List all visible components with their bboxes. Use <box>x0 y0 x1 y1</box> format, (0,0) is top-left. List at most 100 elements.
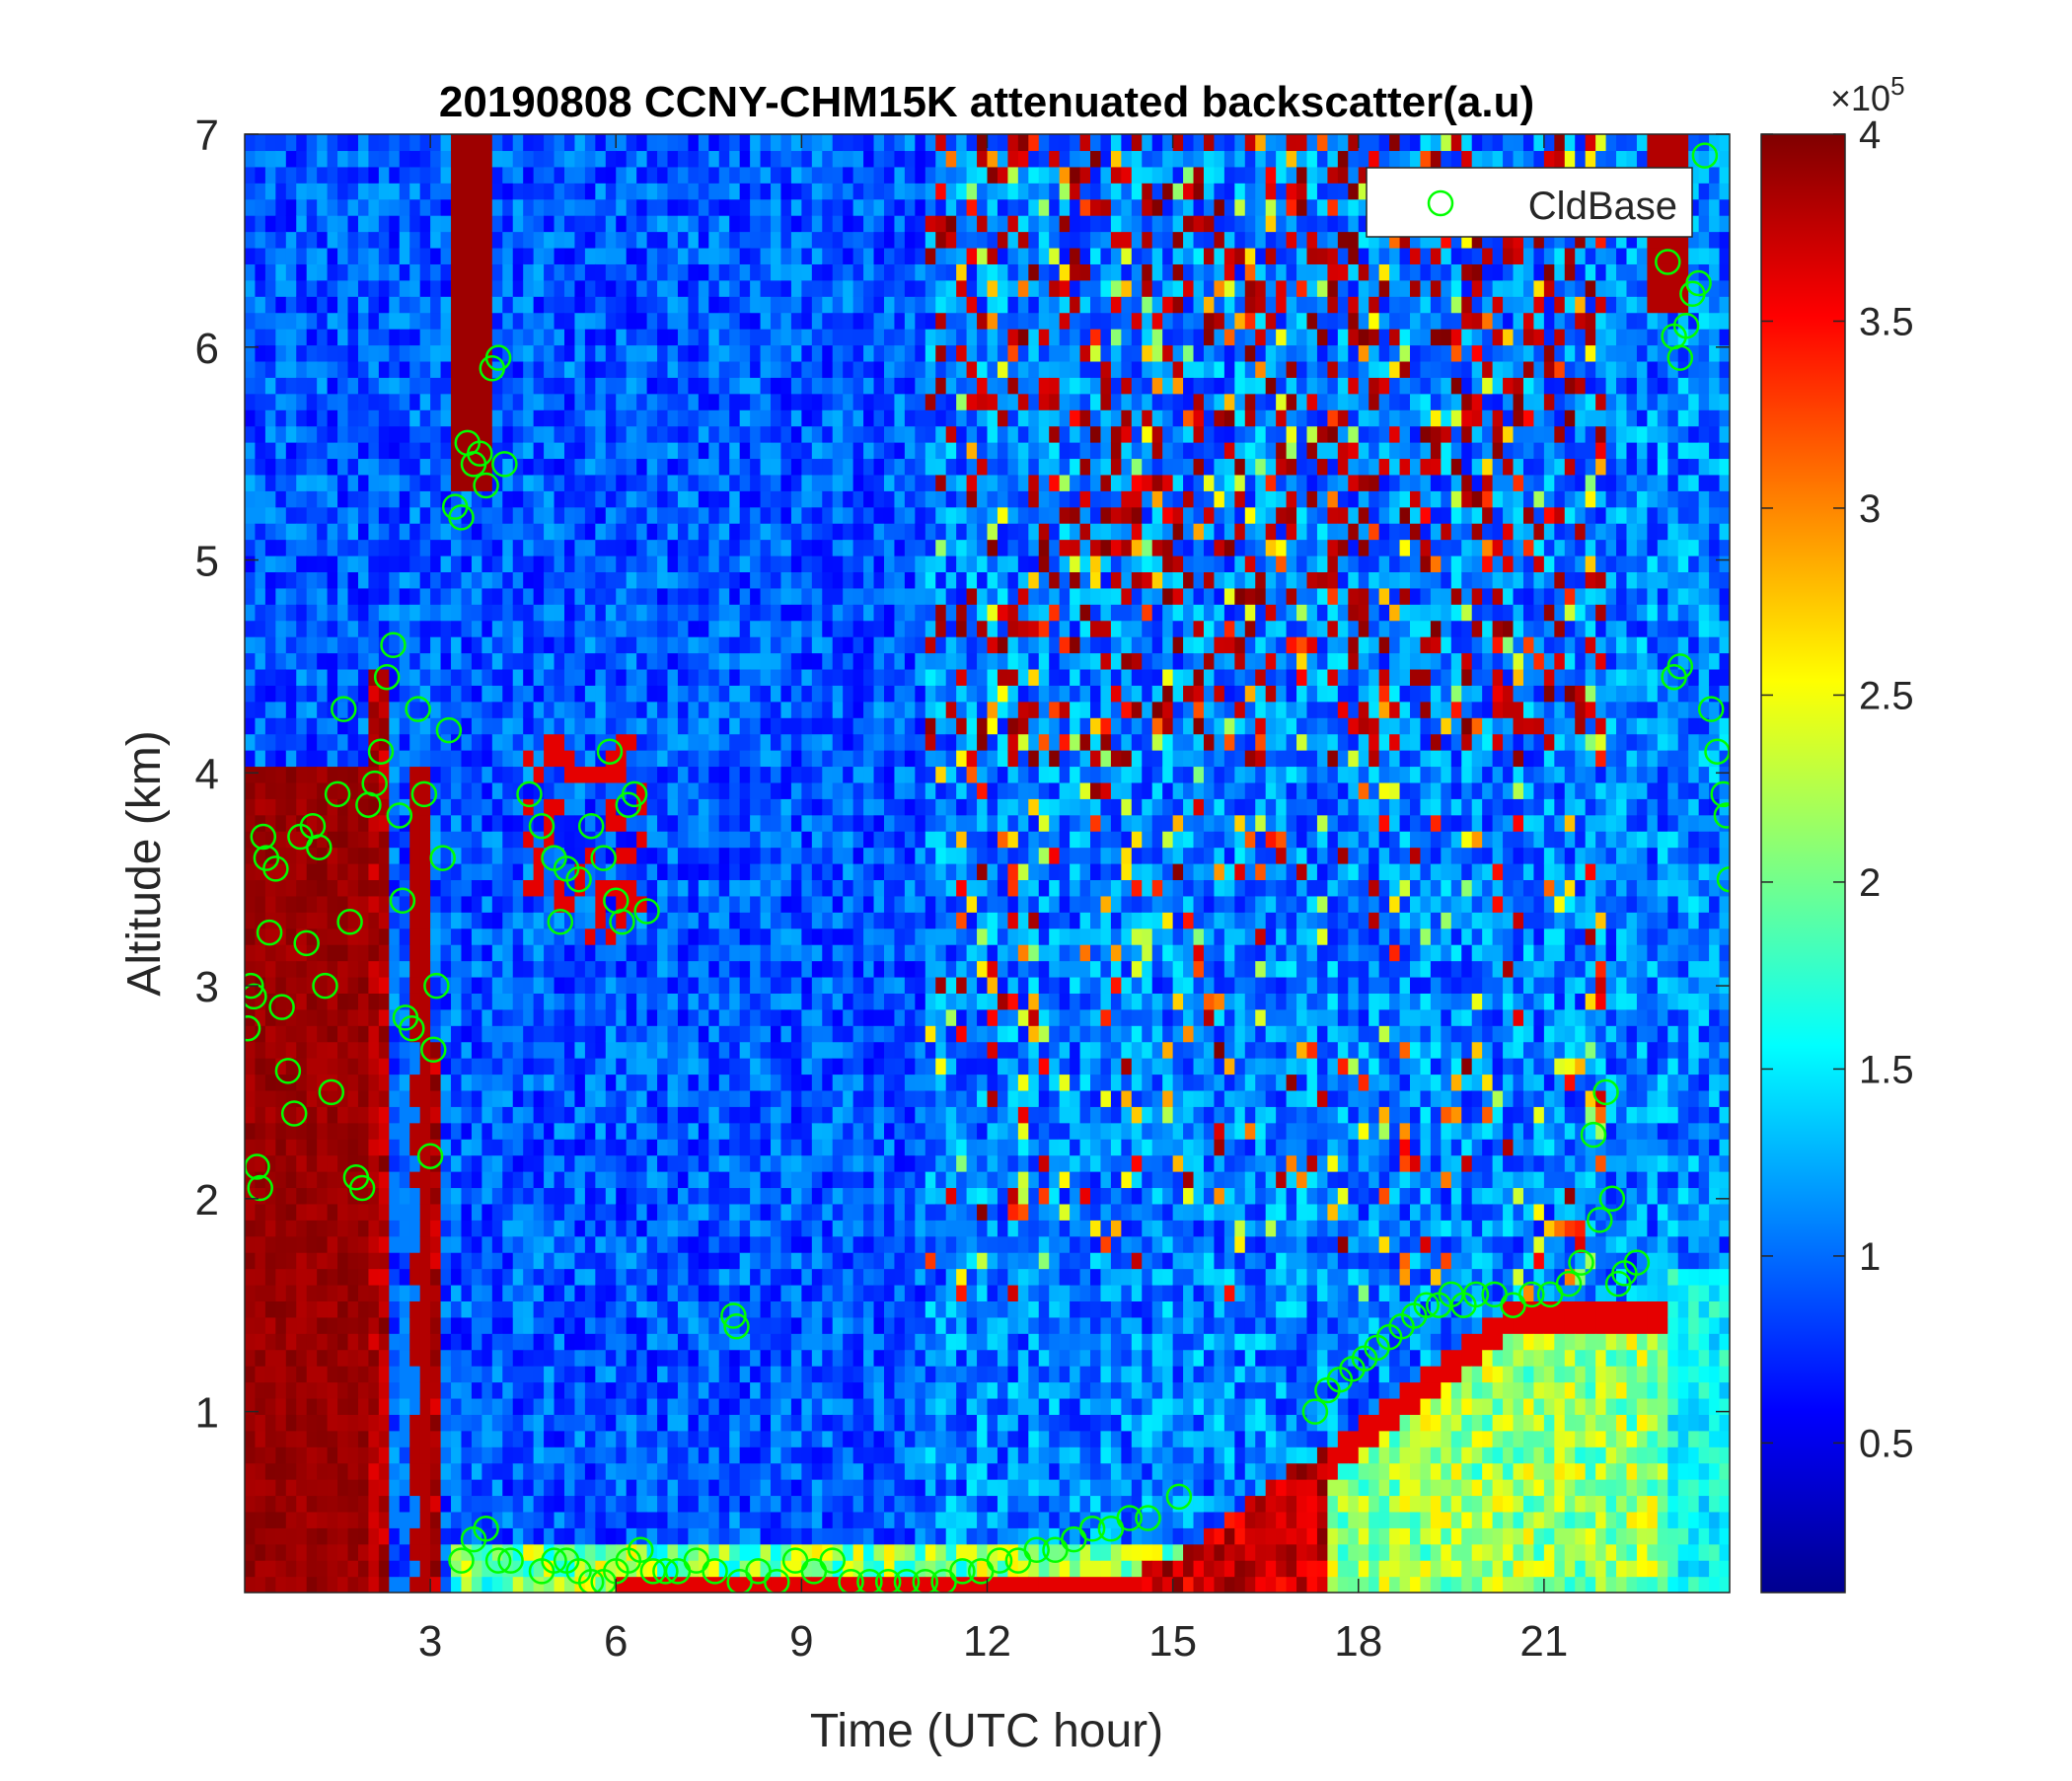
heatmap-cell <box>461 993 473 1010</box>
heatmap-cell <box>275 344 287 362</box>
heatmap-cell <box>389 668 401 686</box>
heatmap-cell <box>523 863 535 881</box>
heatmap-cell <box>729 1139 741 1156</box>
heatmap-cell <box>677 1171 690 1189</box>
heatmap-cell <box>337 1414 349 1432</box>
heatmap-cell <box>285 847 297 864</box>
heatmap-cell <box>780 652 792 670</box>
heatmap-cell <box>275 1527 287 1545</box>
heatmap-cell <box>667 604 679 622</box>
heatmap-cell <box>481 976 493 994</box>
heatmap-cell <box>264 1462 276 1480</box>
heatmap-cell <box>688 636 700 654</box>
heatmap-cell <box>790 928 802 945</box>
heatmap-cell <box>255 1008 266 1026</box>
heatmap-cell <box>698 134 709 152</box>
heatmap-cell <box>523 344 535 362</box>
heatmap-cell <box>636 474 648 491</box>
heatmap-cell <box>461 1235 473 1253</box>
heatmap-cell <box>461 928 473 945</box>
heatmap-cell <box>657 523 669 541</box>
heatmap-cell <box>563 296 576 314</box>
heatmap-cell <box>296 685 308 703</box>
heatmap-cell <box>502 1106 514 1124</box>
heatmap-cell <box>378 993 390 1010</box>
heatmap-cell <box>327 344 338 362</box>
heatmap-cell <box>471 976 482 994</box>
heatmap-cell <box>616 166 628 184</box>
heatmap-cell <box>471 1268 482 1286</box>
heatmap-cell <box>491 798 503 816</box>
heatmap-cell <box>760 668 772 686</box>
heatmap-cell <box>440 1203 452 1221</box>
heatmap-cell <box>409 1220 421 1237</box>
heatmap-cell <box>790 1543 802 1561</box>
heatmap-cell <box>574 928 586 945</box>
heatmap-cell <box>419 571 431 589</box>
heatmap-cell <box>584 1366 596 1383</box>
heatmap-cell <box>646 895 658 913</box>
heatmap-cell <box>255 571 266 589</box>
heatmap-cell <box>368 1479 380 1497</box>
heatmap-cell <box>481 912 493 929</box>
heatmap-cell <box>264 879 276 897</box>
heatmap-cell <box>646 668 658 686</box>
heatmap-cell <box>780 1058 792 1076</box>
heatmap-cell <box>677 668 690 686</box>
heatmap-cell <box>275 329 287 346</box>
heatmap-cell <box>357 1008 370 1026</box>
heatmap-cell <box>657 685 669 703</box>
heatmap-cell <box>491 231 503 249</box>
heatmap-cell <box>574 134 586 152</box>
heatmap-cell <box>677 150 690 168</box>
heatmap-cell <box>317 587 329 605</box>
heatmap-cell <box>605 344 617 362</box>
heatmap-cell <box>760 863 772 881</box>
heatmap-cell <box>378 1333 390 1351</box>
heatmap-cell <box>708 409 720 427</box>
heatmap-cell <box>698 781 709 799</box>
heatmap-cell <box>760 912 772 929</box>
heatmap-cell <box>554 523 565 541</box>
heatmap-cell <box>430 1106 442 1124</box>
heatmap-cell <box>430 263 442 281</box>
heatmap-cell <box>574 1171 586 1189</box>
heatmap-cell <box>523 1462 535 1480</box>
heatmap-cell <box>440 263 452 281</box>
heatmap-cell <box>636 279 648 297</box>
heatmap-cell <box>327 571 338 589</box>
heatmap-cell <box>357 1203 370 1221</box>
heatmap-cell <box>389 1074 401 1091</box>
heatmap-cell <box>337 1447 349 1464</box>
heatmap-cell <box>750 1511 762 1528</box>
heatmap-cell <box>451 604 463 622</box>
heatmap-cell <box>285 912 297 929</box>
heatmap-cell <box>419 1366 431 1383</box>
heatmap-cell <box>337 1300 349 1318</box>
heatmap-cell <box>688 1511 700 1528</box>
heatmap-cell <box>461 863 473 881</box>
heatmap-cell <box>337 377 349 395</box>
heatmap-cell <box>780 1089 792 1107</box>
heatmap-cell <box>512 1300 524 1318</box>
heatmap-cell <box>451 652 463 670</box>
heatmap-cell <box>378 863 390 881</box>
heatmap-cell <box>471 1284 482 1301</box>
heatmap-cell <box>750 490 762 508</box>
heatmap-cell <box>801 329 813 346</box>
heatmap-cell <box>255 231 266 249</box>
heatmap-cell <box>523 1106 535 1124</box>
heatmap-cell <box>337 1511 349 1528</box>
heatmap-cell <box>327 134 338 152</box>
heatmap-cell <box>502 279 514 297</box>
heatmap-cell <box>461 1268 473 1286</box>
heatmap-cell <box>790 1187 802 1205</box>
heatmap-cell <box>563 1381 576 1399</box>
heatmap-cell <box>790 312 802 330</box>
heatmap-cell <box>389 166 401 184</box>
heatmap-cell <box>440 1187 452 1205</box>
heatmap-cell <box>688 831 700 849</box>
heatmap-cell <box>554 1381 565 1399</box>
heatmap-cell <box>574 1527 586 1545</box>
heatmap-cell <box>729 198 741 216</box>
